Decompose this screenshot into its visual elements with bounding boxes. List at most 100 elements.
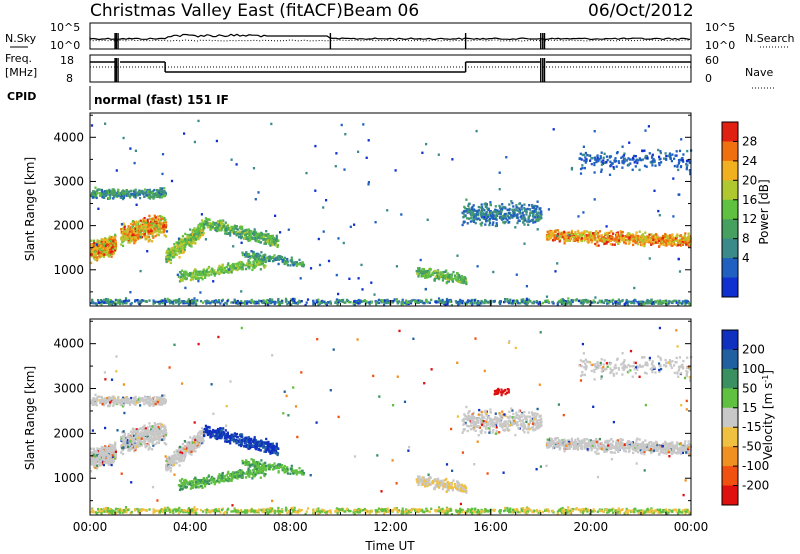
data-cell — [367, 183, 370, 186]
data-cell — [652, 238, 655, 241]
data-cell — [163, 220, 166, 223]
data-cell — [244, 253, 248, 256]
data-cell — [511, 201, 514, 205]
data-cell — [130, 189, 133, 193]
data-cell — [576, 237, 579, 240]
data-cell — [359, 300, 362, 304]
data-cell — [621, 161, 624, 164]
data-cell — [471, 205, 474, 209]
data-cell — [180, 240, 183, 244]
data-cell — [179, 301, 182, 304]
data-cell — [124, 237, 127, 240]
data-cell — [502, 206, 505, 209]
data-cell — [665, 235, 668, 238]
data-cell — [235, 225, 238, 228]
data-cell — [562, 299, 565, 302]
data-cell — [522, 214, 525, 217]
data-cell — [439, 272, 442, 276]
data-cell — [595, 244, 598, 247]
data-cell — [139, 223, 142, 226]
data-cell — [487, 216, 490, 219]
data-cell — [526, 207, 529, 211]
data-cell — [481, 206, 484, 209]
data-cell — [513, 301, 516, 305]
data-cell — [197, 224, 200, 227]
data-cell — [645, 165, 648, 168]
data-cell — [596, 239, 599, 242]
data-cell — [258, 263, 261, 266]
data-cell — [136, 223, 140, 226]
data-cell — [610, 164, 613, 167]
data-cell — [589, 231, 592, 234]
data-cell — [135, 237, 139, 240]
data-cell — [633, 299, 636, 302]
data-cell — [161, 299, 164, 302]
data-cell — [133, 235, 136, 239]
data-cell — [498, 206, 502, 209]
data-cell — [260, 299, 263, 303]
data-cell — [457, 280, 461, 283]
data-cell — [245, 232, 248, 236]
data-cell — [353, 223, 356, 226]
data-cell — [368, 302, 371, 306]
data-cell — [237, 261, 240, 265]
data-cell — [259, 241, 262, 244]
data-cell — [111, 236, 114, 239]
data-cell — [651, 302, 654, 305]
data-cell — [203, 226, 206, 229]
data-cell — [238, 226, 241, 229]
data-cell — [655, 241, 658, 244]
data-cell — [194, 241, 197, 244]
colorbar-swatch — [722, 199, 738, 220]
nave-label: Nave — [745, 66, 773, 79]
data-cell — [101, 462, 104, 465]
data-cell — [501, 203, 504, 206]
data-cell — [603, 239, 606, 243]
data-cell — [644, 231, 647, 234]
data-cell — [109, 194, 112, 197]
freq-trace — [90, 58, 691, 82]
data-cell — [416, 272, 419, 275]
data-cell — [160, 195, 164, 198]
data-cell — [516, 213, 519, 216]
data-cell — [230, 158, 233, 161]
data-cell — [678, 240, 681, 243]
data-cell — [492, 213, 495, 217]
data-cell — [615, 236, 618, 239]
data-cell — [593, 198, 596, 201]
data-cell — [628, 235, 631, 238]
data-cell — [523, 300, 526, 303]
data-cell — [619, 300, 622, 303]
data-cell — [556, 262, 559, 265]
data-cell — [452, 270, 455, 274]
data-cell — [152, 302, 155, 305]
data-cell — [440, 271, 443, 274]
data-cell — [579, 167, 583, 171]
data-cell — [671, 300, 674, 304]
data-cell — [637, 159, 640, 162]
data-cell — [98, 248, 101, 251]
nsky-line — [89, 33, 691, 41]
data-cell — [609, 300, 612, 304]
data-cell — [112, 188, 115, 191]
data-cell — [285, 261, 288, 265]
data-cell — [109, 247, 112, 250]
data-cell — [145, 223, 148, 227]
data-cell — [148, 193, 151, 196]
data-cell — [228, 270, 231, 274]
data-cell — [525, 298, 528, 301]
data-cell — [148, 299, 151, 302]
data-cell — [513, 299, 516, 302]
data-cell — [99, 192, 102, 195]
data-cell — [660, 301, 663, 305]
data-cell — [519, 302, 522, 305]
data-cell — [101, 248, 104, 252]
data-cell — [500, 217, 503, 220]
data-cell — [613, 159, 616, 162]
data-cell — [187, 301, 190, 304]
data-cell — [190, 276, 193, 279]
data-cell — [94, 186, 97, 189]
data-cell — [508, 209, 511, 212]
data-cell — [263, 258, 266, 261]
data-cell — [134, 229, 137, 233]
